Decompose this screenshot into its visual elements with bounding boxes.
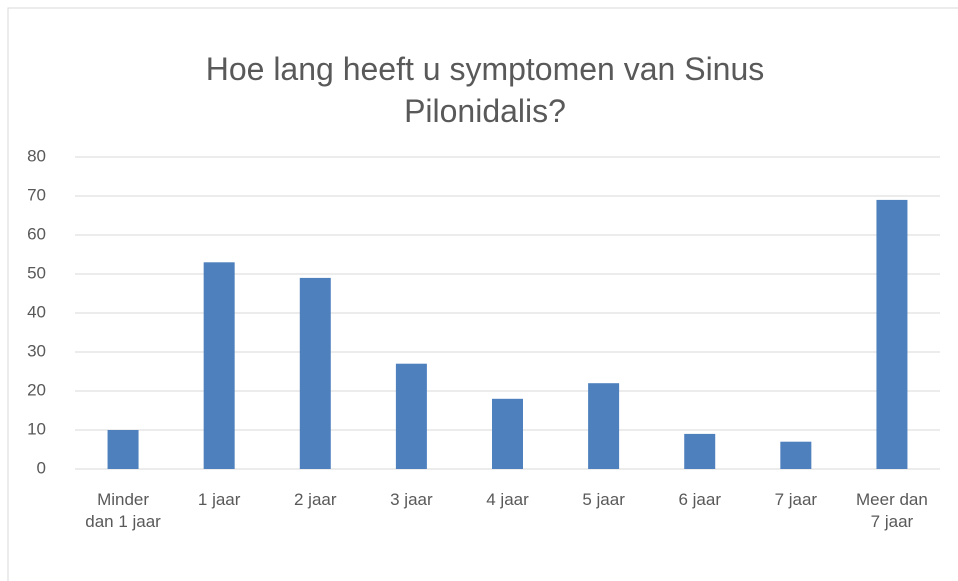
- x-tick-label: Minder dan 1 jaar: [85, 490, 161, 531]
- bar: [107, 430, 139, 469]
- bar: [203, 262, 235, 469]
- x-tick-label: 3 jaar: [390, 490, 433, 509]
- x-label-box: 5 jaar: [582, 490, 625, 509]
- x-tick-label: 6 jaar: [678, 490, 721, 509]
- y-tick-label: 60: [27, 224, 46, 243]
- x-tick-label: 1 jaar: [197, 490, 241, 509]
- x-tick-label: Meer dan 7 jaar: [856, 490, 928, 531]
- bar: [492, 398, 523, 469]
- title-box: Hoe lang heeft u symptomen van Sinus Pil…: [205, 51, 765, 129]
- x-tick-label: 7 jaar: [774, 490, 818, 509]
- bar: [876, 199, 908, 469]
- x-tick-label: 2 jaar: [294, 490, 337, 509]
- y-tick-label: 30: [27, 341, 46, 360]
- bar: [299, 277, 331, 469]
- bar: [588, 383, 620, 469]
- chart-frame: [7, 7, 958, 581]
- x-label-box: Meer dan 7 jaar: [856, 490, 928, 531]
- x-tick-label: 5 jaar: [582, 490, 625, 509]
- y-tick-label: 50: [27, 263, 46, 282]
- y-tick-label: 10: [27, 419, 46, 438]
- y-tick-label: 80: [27, 146, 46, 165]
- bar: [780, 441, 812, 469]
- bar: [684, 433, 716, 469]
- x-label-box: 2 jaar: [294, 490, 337, 509]
- x-label-box: 3 jaar: [390, 490, 433, 509]
- x-label-box: 4 jaar: [486, 490, 529, 509]
- x-label-box: 7 jaar: [774, 490, 818, 509]
- y-tick-label: 20: [27, 380, 46, 399]
- y-tick-label: 0: [37, 458, 46, 477]
- chart-title: Hoe lang heeft u symptomen van Sinus Pil…: [205, 51, 765, 129]
- x-tick-label: 4 jaar: [486, 490, 529, 509]
- y-tick-label: 70: [27, 185, 46, 204]
- x-label-box: 1 jaar: [197, 490, 241, 509]
- x-label-box: Minder dan 1 jaar: [85, 490, 161, 531]
- x-label-box: 6 jaar: [678, 490, 721, 509]
- bar: [395, 363, 427, 469]
- y-tick-label: 40: [27, 302, 46, 321]
